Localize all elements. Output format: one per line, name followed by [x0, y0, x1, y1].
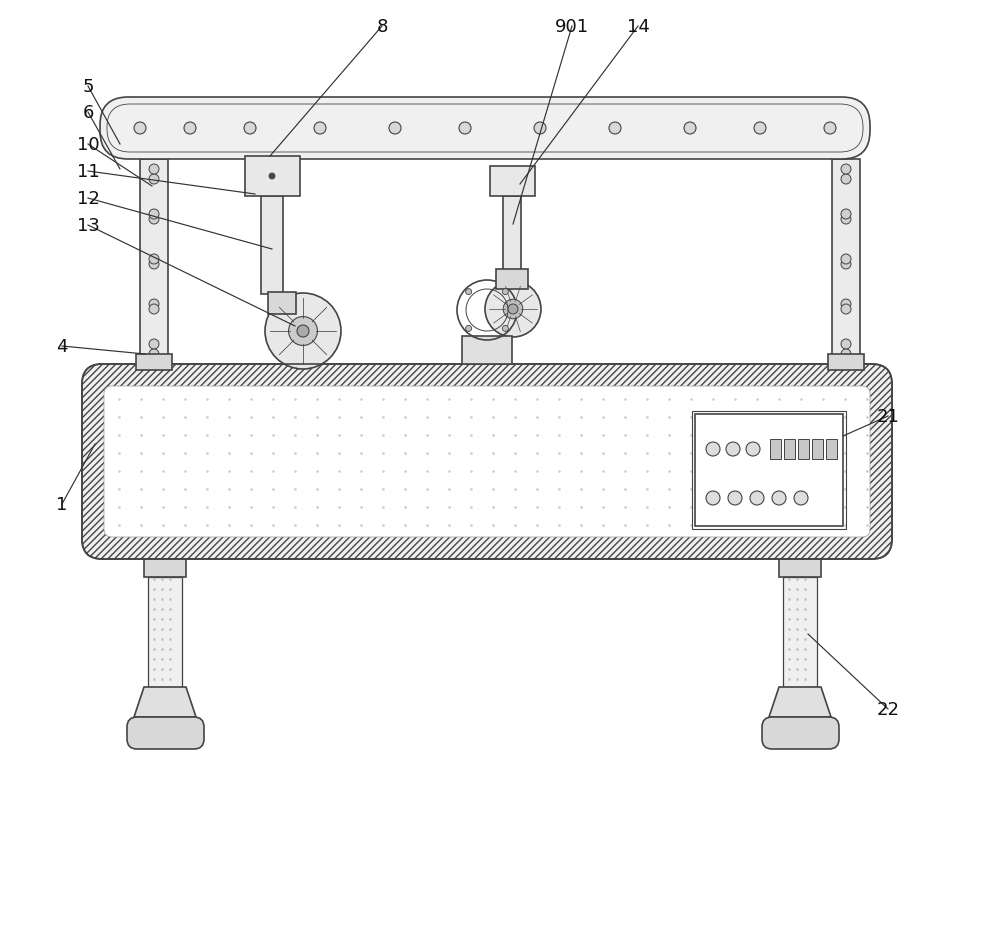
Circle shape — [149, 210, 159, 220]
Text: 21: 21 — [877, 408, 899, 426]
Circle shape — [314, 123, 326, 135]
Text: 10: 10 — [77, 136, 99, 154]
Circle shape — [149, 260, 159, 270]
Bar — [692, 412, 846, 530]
Bar — [779, 560, 821, 578]
FancyBboxPatch shape — [762, 717, 839, 750]
Circle shape — [706, 492, 720, 505]
Text: 6: 6 — [82, 104, 94, 122]
Circle shape — [841, 299, 851, 310]
Circle shape — [772, 492, 786, 505]
Circle shape — [794, 492, 808, 505]
FancyBboxPatch shape — [100, 98, 870, 160]
Circle shape — [746, 443, 760, 457]
Circle shape — [466, 326, 472, 332]
Circle shape — [706, 443, 720, 457]
Circle shape — [149, 165, 159, 175]
Circle shape — [841, 349, 851, 360]
Text: 901: 901 — [555, 18, 589, 36]
Circle shape — [389, 123, 401, 135]
Circle shape — [149, 175, 159, 185]
Circle shape — [824, 123, 836, 135]
Circle shape — [726, 443, 740, 457]
Bar — [136, 355, 172, 371]
Circle shape — [466, 289, 472, 295]
Bar — [462, 337, 512, 364]
Circle shape — [289, 317, 317, 346]
Bar — [503, 196, 521, 273]
Circle shape — [149, 340, 159, 349]
Bar — [140, 160, 168, 364]
Circle shape — [502, 289, 508, 295]
Circle shape — [508, 305, 518, 314]
Bar — [268, 293, 296, 314]
Circle shape — [244, 123, 256, 135]
Circle shape — [149, 255, 159, 264]
Circle shape — [684, 123, 696, 135]
Bar — [812, 440, 823, 460]
Text: 5: 5 — [82, 78, 94, 96]
Circle shape — [841, 260, 851, 270]
Text: 11: 11 — [77, 162, 99, 181]
Circle shape — [750, 492, 764, 505]
Bar — [832, 160, 860, 364]
Text: 1: 1 — [56, 496, 68, 514]
Bar — [496, 270, 528, 290]
Bar — [783, 578, 817, 687]
Text: 22: 22 — [876, 700, 900, 718]
Bar — [245, 157, 300, 196]
Circle shape — [841, 175, 851, 185]
FancyBboxPatch shape — [82, 364, 892, 560]
Circle shape — [841, 340, 851, 349]
Bar — [784, 440, 795, 460]
Bar — [798, 440, 809, 460]
Bar — [490, 167, 535, 196]
Circle shape — [754, 123, 766, 135]
Polygon shape — [134, 687, 196, 717]
Text: 14: 14 — [627, 18, 649, 36]
Circle shape — [149, 215, 159, 225]
Text: 13: 13 — [77, 217, 99, 235]
Circle shape — [502, 326, 508, 332]
Bar — [826, 440, 837, 460]
Circle shape — [269, 174, 275, 179]
Circle shape — [459, 123, 471, 135]
Text: 8: 8 — [376, 18, 388, 36]
Bar — [148, 578, 182, 687]
Bar — [770, 440, 781, 460]
Circle shape — [149, 299, 159, 310]
Circle shape — [184, 123, 196, 135]
Circle shape — [841, 165, 851, 175]
Bar — [144, 560, 186, 578]
Circle shape — [609, 123, 621, 135]
Text: 12: 12 — [77, 190, 99, 208]
Circle shape — [841, 305, 851, 314]
Bar — [261, 196, 283, 295]
Bar — [828, 355, 864, 371]
Circle shape — [841, 210, 851, 220]
Text: 4: 4 — [56, 338, 68, 356]
Circle shape — [297, 326, 309, 338]
Circle shape — [728, 492, 742, 505]
Circle shape — [841, 255, 851, 264]
Ellipse shape — [485, 281, 541, 338]
Polygon shape — [769, 687, 831, 717]
Circle shape — [841, 215, 851, 225]
Circle shape — [149, 305, 159, 314]
Circle shape — [149, 349, 159, 360]
Circle shape — [265, 294, 341, 370]
Ellipse shape — [503, 300, 523, 319]
FancyBboxPatch shape — [104, 387, 870, 537]
Circle shape — [134, 123, 146, 135]
Bar — [695, 414, 843, 527]
Circle shape — [534, 123, 546, 135]
FancyBboxPatch shape — [127, 717, 204, 750]
